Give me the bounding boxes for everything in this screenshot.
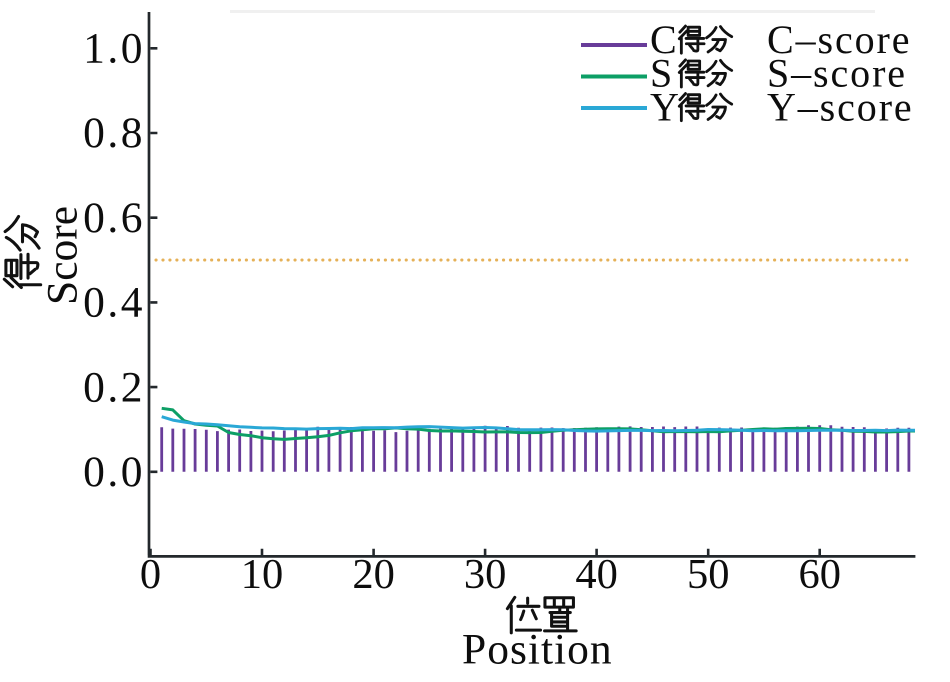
svg-text:20: 20 — [352, 551, 395, 598]
svg-text:60: 60 — [798, 551, 841, 598]
svg-text:S: S — [650, 51, 672, 96]
svg-text:50: 50 — [687, 551, 730, 598]
svg-text:Score: Score — [39, 206, 87, 305]
svg-text:0: 0 — [140, 551, 161, 598]
svg-text:0.6: 0.6 — [83, 194, 145, 242]
svg-text:0.2: 0.2 — [83, 363, 145, 411]
svg-text:Y–score: Y–score — [767, 84, 914, 129]
svg-text:1.0: 1.0 — [83, 25, 145, 73]
svg-text:S–score: S–score — [767, 51, 907, 96]
svg-text:0.8: 0.8 — [83, 109, 145, 157]
svg-text:10: 10 — [241, 551, 284, 598]
svg-text:Position: Position — [462, 626, 613, 674]
svg-text:0.4: 0.4 — [83, 279, 145, 327]
svg-text:Y: Y — [650, 84, 679, 129]
svg-text:30: 30 — [464, 551, 507, 598]
svg-text:0.0: 0.0 — [83, 448, 145, 496]
svg-text:C: C — [650, 17, 677, 62]
svg-text:C–score: C–score — [767, 17, 911, 62]
svg-text:40: 40 — [575, 551, 618, 598]
